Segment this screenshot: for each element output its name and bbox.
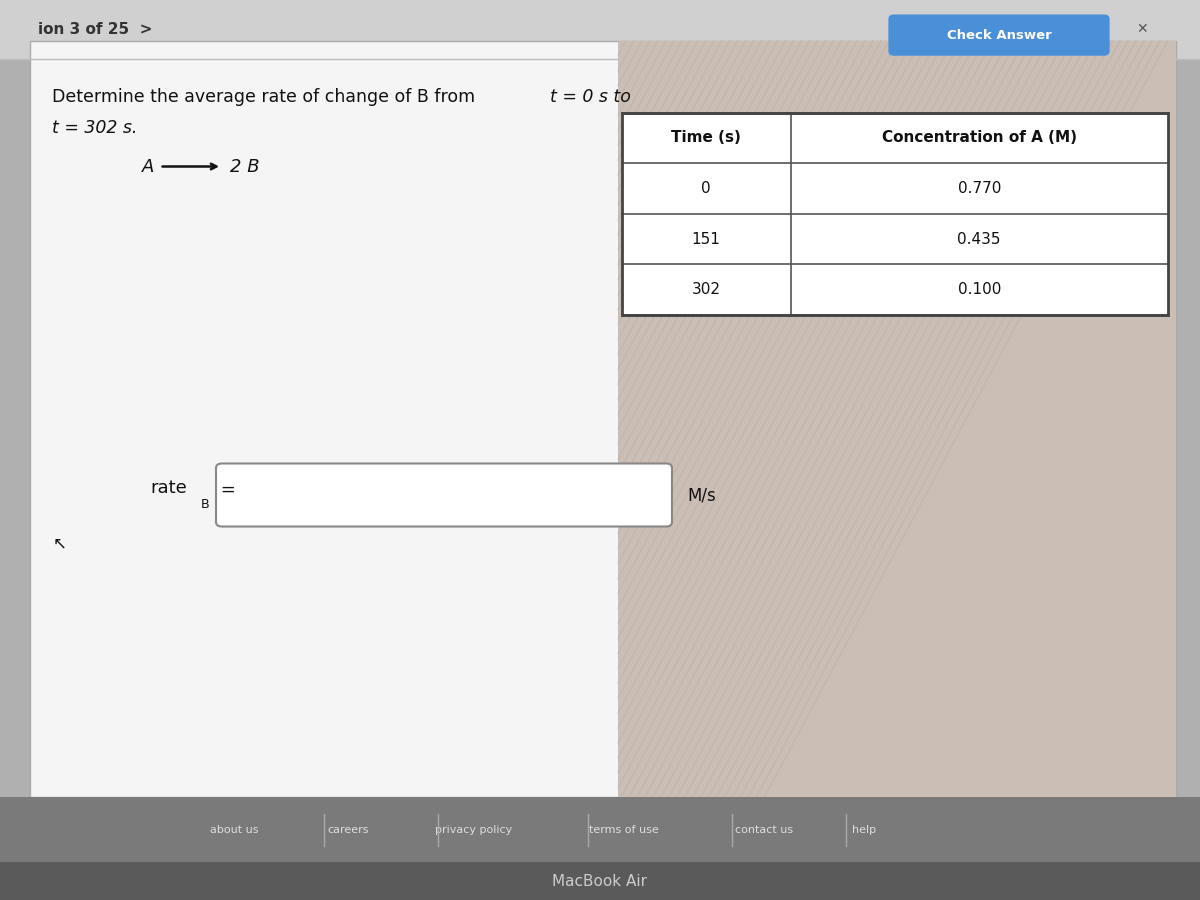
Text: 151: 151 [691,231,721,247]
Text: help: help [852,825,876,835]
Text: 0: 0 [702,181,712,196]
Text: Determine the average rate of change of B from: Determine the average rate of change of … [52,88,480,106]
Text: A: A [142,158,154,176]
Bar [30,40,1176,796]
Bar [622,112,1168,315]
FancyBboxPatch shape [216,464,672,526]
Text: t = 302 s.: t = 302 s. [52,119,137,137]
Text: 0.100: 0.100 [958,283,1001,297]
Text: =: = [215,481,235,499]
Text: contact us: contact us [736,825,793,835]
Text: rate: rate [150,479,187,497]
Text: 0.435: 0.435 [958,231,1001,247]
Text: t = 0 s to: t = 0 s to [550,88,630,106]
Text: Check Answer: Check Answer [947,29,1051,41]
Text: B: B [200,498,209,510]
Text: M/s: M/s [688,486,716,504]
Text: 2 B: 2 B [230,158,260,176]
Bar [622,112,1168,315]
Bar [0,862,1200,900]
Text: terms of use: terms of use [589,825,659,835]
Text: Time (s): Time (s) [671,130,742,145]
Bar [618,40,1176,796]
Text: privacy policy: privacy policy [436,825,512,835]
Bar [0,796,1200,864]
Text: careers: careers [328,825,368,835]
Text: about us: about us [210,825,258,835]
Text: ↖: ↖ [53,535,67,553]
Text: Concentration of A (M): Concentration of A (M) [882,130,1076,145]
FancyBboxPatch shape [889,15,1109,55]
Bar [0,0,1200,58]
Text: 302: 302 [691,283,721,297]
Text: MacBook Air: MacBook Air [552,874,648,888]
Text: ion 3 of 25  >: ion 3 of 25 > [38,22,152,37]
Text: 0.770: 0.770 [958,181,1001,196]
Text: ✕: ✕ [1136,22,1148,36]
